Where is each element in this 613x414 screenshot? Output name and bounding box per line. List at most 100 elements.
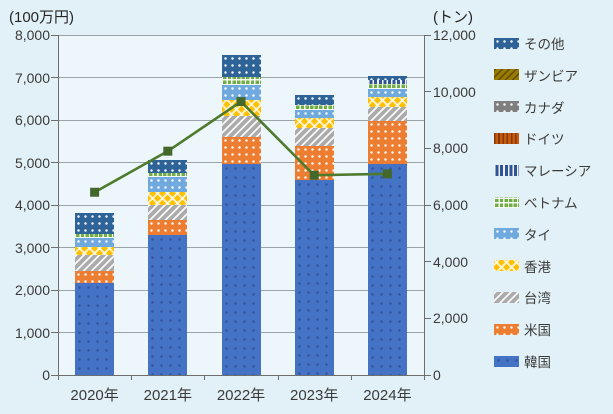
bar-segment-タイ [148,177,188,192]
bar-segment-タイ [221,85,261,101]
left-tick [51,289,58,291]
legend-swatch-台湾 [494,291,519,303]
right-tick [425,204,431,206]
right-tick-label: 2,000 [433,310,469,327]
left-tick-label: 4,000 [14,197,50,213]
left-tick [51,119,58,121]
bar-segment-その他 [294,94,334,105]
left-tick-label: 8,000 [14,27,50,43]
legend-item-ベトナム: ベトナム [494,192,578,212]
bar-segment-タイ [294,109,334,119]
right-axis-title: (トン) [433,9,473,26]
bar-segment-韓国 [75,282,115,375]
legend-swatch-韓国 [494,355,519,367]
legend-swatch-カナダ [494,101,519,113]
bar-segment-韓国 [148,235,188,375]
bar-segment-米国 [294,145,334,180]
legend-label: マレーシア [524,164,592,180]
grid-line [58,34,424,36]
x-tick [131,375,133,380]
left-tick [51,332,58,333]
bar-segment-韓国 [367,164,407,375]
right-tick [425,374,431,376]
right-tick-label: 10,000 [433,83,476,100]
legend-swatch-米国 [494,323,519,335]
legend-item-香港: 香港 [494,256,551,276]
bar-segment-タイ [75,237,115,248]
legend-label: カナダ [524,100,565,116]
bar-segment-ベトナム [221,76,261,86]
x-tick [350,375,352,380]
legend-label: 香港 [524,259,551,275]
right-tick [425,317,431,319]
x-axis-label: 2021年 [143,387,192,404]
bar-segment-マレーシア [367,79,407,85]
right-tick [425,34,431,36]
left-tick [51,374,58,376]
bar-segment-その他 [75,213,115,234]
bar-segment-台湾 [367,106,407,121]
left-tick-label: 5,000 [14,154,50,171]
x-tick [58,375,59,380]
bar-segment-台湾 [221,116,261,137]
legend-swatch-マレーシア [494,164,519,176]
legend-label: 台湾 [524,291,551,307]
bar-segment-台湾 [75,254,115,271]
legend-item-米国: 米国 [494,319,551,339]
x-axis-label: 2023年 [290,387,339,404]
bar-segment-韓国 [294,179,334,375]
left-tick-label: 7,000 [14,69,50,86]
right-tick-label: 12,000 [433,27,476,43]
bar-segment-その他 [367,76,407,80]
right-tick-label: 6,000 [433,197,469,213]
legend-swatch-香港 [494,260,519,272]
x-axis-label: 2020年 [70,387,119,404]
x-axis [58,375,425,376]
x-tick [204,375,206,380]
bar-segment-ベトナム [75,233,115,238]
y-axis-right [424,35,425,375]
bar-segment-台湾 [148,204,188,221]
legend-label: 韓国 [524,355,551,370]
bar-segment-香港 [221,100,261,117]
x-tick [424,375,425,380]
x-tick [277,375,279,380]
left-tick-label: 1,000 [14,324,50,341]
right-tick [425,91,431,93]
legend-item-カナダ: カナダ [494,97,565,117]
legend-swatch-タイ [494,228,519,240]
right-tick [425,147,431,149]
x-axis-label: 2022年 [216,387,266,404]
left-tick-label: 0 [42,367,50,383]
bar-segment-韓国 [221,164,261,375]
bar-segment-米国 [221,137,261,165]
bar-segment-タイ [367,89,407,97]
legend-swatch-ドイツ [494,132,519,144]
bar-segment-米国 [367,120,407,165]
bar-segment-ベトナム [294,104,334,110]
left-tick-label: 3,000 [14,239,50,256]
bar-segment-その他 [148,159,188,173]
legend-label: ベトナム [524,196,578,211]
bar-segment-その他 [221,54,261,77]
left-tick [51,204,58,206]
legend-item-ドイツ: ドイツ [494,128,565,148]
bar-segment-米国 [148,220,188,236]
bar-segment-米国 [75,270,115,283]
legend-item-ザンビア: ザンビア [494,65,578,85]
legend-item-台湾: 台湾 [494,287,551,307]
left-tick [51,77,58,78]
left-tick-label: 6,000 [14,112,50,128]
left-tick-label: 2,000 [14,282,50,298]
legend-label: タイ [524,227,551,243]
right-tick-label: 0 [433,367,441,383]
bar-segment-香港 [148,191,188,205]
y-axis-left [58,35,59,375]
bar-segment-ベトナム [367,84,407,90]
right-tick [425,261,431,263]
legend-swatch-その他 [494,37,519,49]
right-tick-label: 4,000 [433,253,469,270]
legend-label: ザンビア [524,68,578,84]
bar-segment-香港 [294,118,334,128]
